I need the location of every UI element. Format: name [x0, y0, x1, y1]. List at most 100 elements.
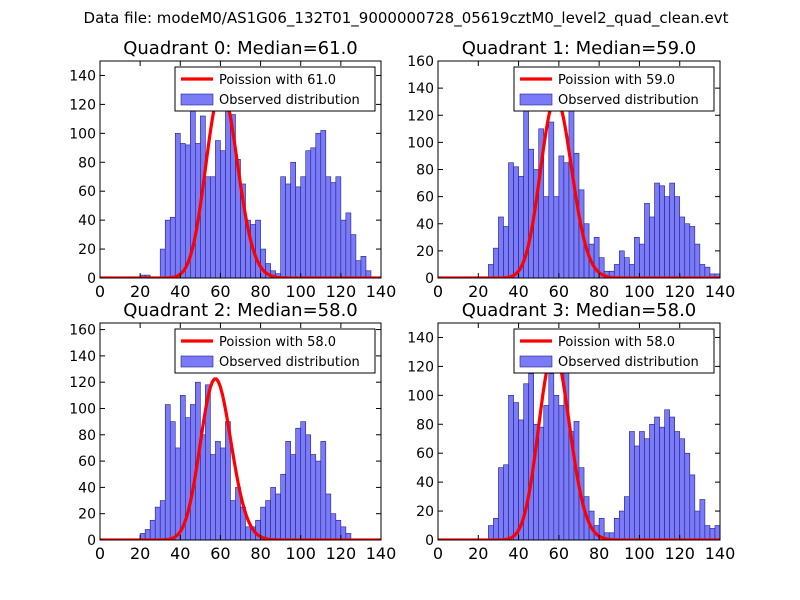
histogram-bar — [669, 182, 675, 278]
poisson-curve — [438, 349, 720, 540]
histogram-bar — [310, 147, 317, 278]
y-tick-label: 80 — [416, 163, 434, 179]
y-tick-label: 40 — [78, 213, 96, 229]
x-tick-label: 40 — [508, 282, 528, 301]
histogram-bar — [624, 257, 630, 278]
x-tick-label: 140 — [705, 282, 736, 301]
histogram-bar — [508, 395, 514, 540]
histogram-bar — [488, 264, 494, 278]
histogram-bars — [139, 92, 372, 278]
histogram-bar — [310, 454, 317, 540]
histogram-bar — [689, 226, 696, 278]
histogram-bar — [164, 404, 171, 540]
histogram-bar — [154, 506, 161, 540]
x-tick-label: 100 — [624, 544, 655, 563]
histogram-bar — [345, 212, 352, 278]
histogram-bar — [335, 519, 342, 540]
histogram-bar — [543, 405, 550, 540]
histogram-bar — [360, 255, 367, 278]
y-tick-label: 80 — [416, 417, 434, 433]
y-tick-label: 140 — [407, 81, 434, 97]
histogram-bar — [563, 162, 570, 278]
histogram-bar — [210, 176, 216, 278]
histogram-bar — [305, 434, 312, 540]
y-tick-label: 60 — [416, 190, 434, 206]
y-tick-label: 160 — [69, 323, 96, 339]
histogram-bar — [699, 499, 706, 540]
histogram-bar — [300, 421, 307, 540]
y-tick-label: 0 — [87, 533, 96, 549]
histogram-bar — [220, 447, 226, 540]
x-tick-label: 120 — [664, 282, 695, 301]
x-tick-label: 80 — [250, 544, 270, 563]
x-tick-label: 100 — [285, 544, 316, 563]
histogram-bar — [285, 183, 291, 278]
histogram-bar — [215, 441, 221, 540]
histogram-bar — [220, 150, 226, 278]
histogram-bar — [174, 447, 181, 540]
histogram-bar — [699, 264, 706, 278]
histogram-bar — [164, 219, 171, 278]
x-tick-label: 60 — [549, 544, 569, 563]
histogram-bar — [679, 216, 686, 278]
legend-bar-label: Observed distribution — [558, 93, 699, 108]
x-tick-label: 60 — [210, 544, 230, 563]
histogram-bar — [618, 510, 625, 540]
histogram-bar — [669, 416, 675, 540]
y-tick-label: 60 — [78, 184, 96, 200]
histogram-bar — [649, 423, 655, 540]
histogram-bar — [149, 519, 156, 540]
poisson-curve — [100, 377, 381, 540]
y-tick-label: 80 — [78, 428, 96, 444]
histogram-bar — [704, 525, 711, 540]
histogram-bar — [498, 216, 504, 278]
poisson-curve — [438, 96, 720, 278]
histogram-bar — [553, 196, 560, 278]
histogram-bar — [205, 176, 211, 278]
histogram-bar — [664, 196, 670, 278]
histogram-bar — [654, 416, 660, 540]
histogram-bars — [488, 354, 720, 540]
histogram-bar — [558, 155, 565, 278]
histogram-bar — [689, 474, 696, 540]
histogram-bar — [350, 234, 357, 278]
histogram-bar — [558, 405, 565, 540]
x-tick-label: 140 — [705, 544, 736, 563]
x-tick-label: 60 — [210, 282, 230, 301]
y-tick-label: 60 — [416, 446, 434, 462]
histogram-bar — [493, 517, 499, 540]
y-tick-label: 140 — [407, 330, 434, 346]
histogram-bar — [709, 528, 716, 540]
histogram-bar — [260, 506, 266, 540]
x-tick-label: 120 — [326, 544, 357, 563]
histogram-bar — [649, 216, 655, 278]
histogram-bar — [290, 161, 296, 278]
y-tick-label: 20 — [416, 504, 434, 520]
legend: Poission with 59.0 Observed distribution — [513, 66, 715, 112]
y-tick-label: 100 — [69, 401, 96, 417]
legend-line-label: Poission with 58.0 — [219, 335, 336, 350]
histogram-bar — [340, 219, 347, 278]
x-tick-label: 120 — [664, 544, 695, 563]
histogram-bar — [503, 226, 509, 278]
legend: Poission with 61.0 Observed distribution — [174, 66, 376, 112]
poisson-curve — [100, 87, 381, 278]
histogram-bar — [684, 223, 691, 278]
panel-title: Quadrant 0: Median=61.0 — [123, 38, 358, 59]
histogram-bar — [503, 464, 509, 540]
plot-frame — [99, 60, 382, 279]
x-tick-label: 120 — [326, 282, 357, 301]
panel-title: Quadrant 3: Median=58.0 — [462, 300, 697, 321]
y-tick-label: 160 — [407, 54, 434, 70]
y-tick-label: 100 — [69, 126, 96, 142]
panel-title: Quadrant 1: Median=59.0 — [462, 38, 697, 59]
histogram-bar — [245, 526, 251, 540]
histogram-bar — [498, 467, 504, 540]
x-tick-label: 0 — [95, 282, 105, 301]
histogram-bar — [613, 264, 620, 278]
histogram-bar — [355, 260, 362, 278]
histogram-bar — [674, 196, 681, 278]
histogram-bar — [613, 517, 620, 540]
histogram-bar — [179, 143, 186, 278]
